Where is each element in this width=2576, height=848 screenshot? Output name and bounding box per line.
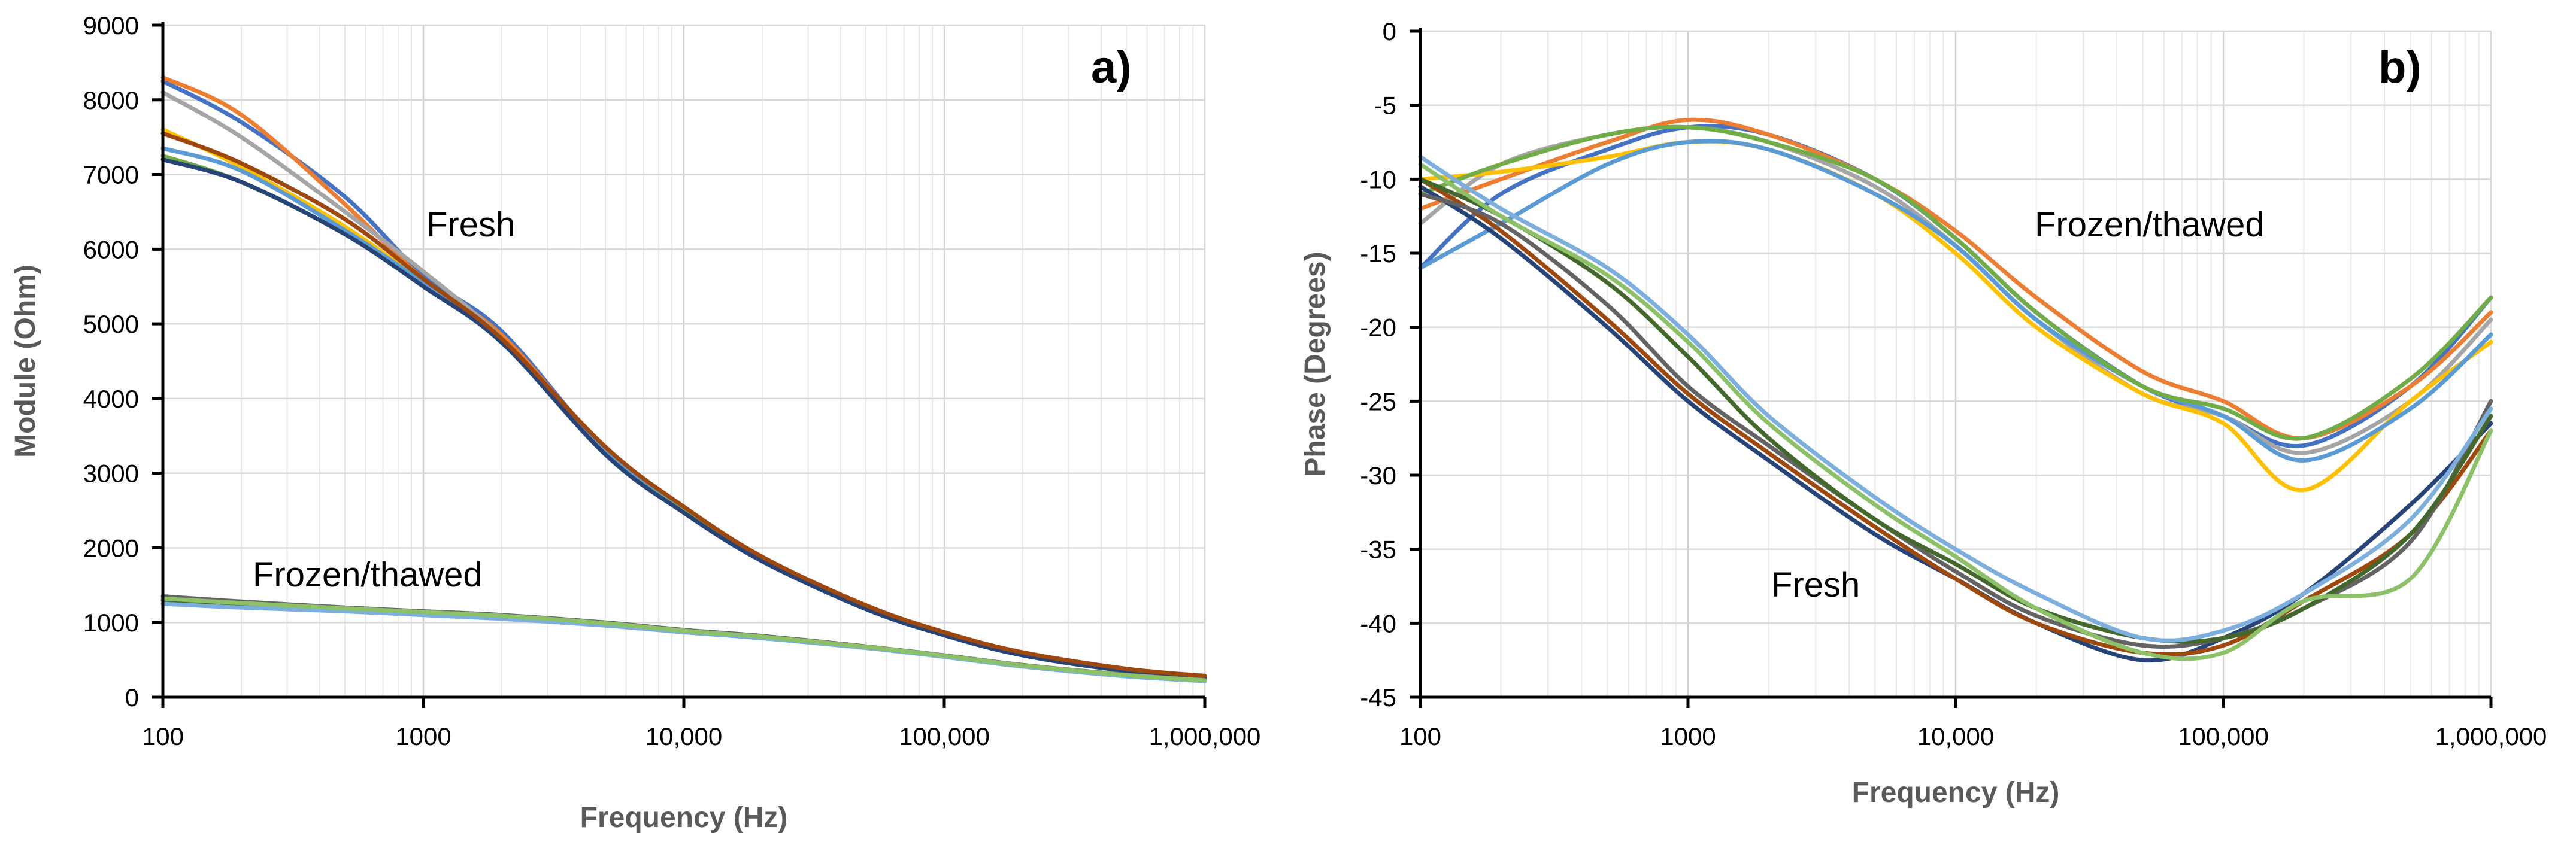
series-line-fresh-4 [1418, 177, 2493, 644]
y-tick-label: -40 [1360, 609, 1396, 637]
annotation-fresh: Fresh [426, 205, 515, 244]
x-tick-label: 100,000 [2178, 722, 2269, 750]
x-tick-label: 1,000,000 [1149, 722, 1261, 750]
y-tick-label: 9000 [83, 11, 139, 39]
series-line-fresh-7 [160, 157, 1207, 680]
series-line-fresh-8 [160, 131, 1207, 678]
x-tick-label: 10,000 [645, 722, 722, 750]
y-tick-label: 0 [125, 683, 139, 712]
x-tick-label: 10,000 [1917, 722, 1994, 750]
annotation-frozen-thawed: Frozen/thawed [2035, 205, 2265, 244]
y-tick-label: 5000 [83, 310, 139, 338]
series-line-fresh-6 [1418, 162, 2493, 661]
x-tick-label: 100,000 [899, 722, 990, 750]
x-tick-label: 1000 [1660, 722, 1716, 750]
y-tick-label: 4000 [83, 385, 139, 413]
x-axis-title: Frequency (Hz) [1852, 777, 2060, 809]
y-tick-label: 8000 [83, 86, 139, 114]
y-tick-label: -10 [1360, 165, 1396, 193]
y-axis-title: Phase (Degrees) [1299, 251, 1331, 476]
x-tick-label: 100 [142, 722, 184, 750]
y-tick-label: -30 [1360, 461, 1396, 490]
x-tick-label: 1000 [395, 722, 451, 750]
y-tick-label: 3000 [83, 460, 139, 488]
annotation-fresh: Fresh [1771, 566, 1860, 604]
x-tick-label: 1,000,000 [2435, 722, 2547, 750]
panel-label: a) [1091, 42, 1132, 93]
y-axis-title: Module (Ohm) [10, 265, 41, 458]
y-tick-label: -45 [1360, 683, 1396, 712]
y-tick-label: 6000 [83, 235, 139, 263]
panel-label: b) [2378, 42, 2422, 93]
series-line-frozen-thawed-5 [1418, 139, 2493, 463]
y-tick-label: -15 [1360, 239, 1396, 268]
series-line-frozen-thawed-6 [1418, 124, 2493, 441]
series-line-fresh-5 [1418, 154, 2493, 643]
y-tick-label: 0 [1383, 17, 1396, 45]
y-tick-label: 2000 [83, 534, 139, 562]
x-tick-label: 100 [1399, 722, 1441, 750]
series-line-fresh-2 [1418, 177, 2493, 657]
y-tick-label: -5 [1374, 92, 1396, 120]
y-tick-label: -20 [1360, 314, 1396, 342]
x-axis-title: Frequency (Hz) [580, 802, 788, 834]
y-tick-label: 7000 [83, 161, 139, 189]
y-tick-label: 1000 [83, 609, 139, 637]
series-line-frozen-thawed-4 [160, 596, 1207, 683]
y-tick-label: -35 [1360, 536, 1396, 564]
annotation-frozen-thawed: Frozen/thawed [253, 555, 483, 594]
y-tick-label: -25 [1360, 387, 1396, 415]
panel-a-chart: 0 1000 2000 3000 4000 5000 6000 7000 8000 9000 100… [10, 11, 1260, 834]
series-line-frozen-thawed-4 [1418, 139, 2493, 493]
